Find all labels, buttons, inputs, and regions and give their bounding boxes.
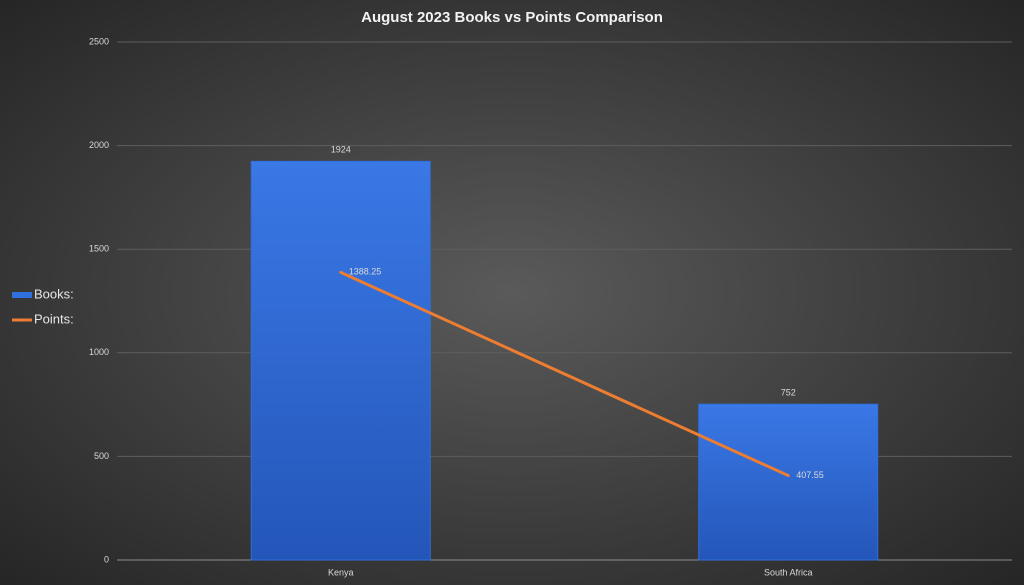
line-value-label: 1388.25 (349, 267, 382, 277)
y-tick-label: 2000 (89, 140, 109, 150)
legend-label: Points: (34, 311, 74, 326)
x-tick-label: South Africa (764, 567, 813, 577)
y-tick-label: 2500 (89, 36, 109, 46)
y-tick-label: 1500 (89, 244, 109, 254)
bar (698, 403, 879, 561)
y-tick-label: 1000 (89, 347, 109, 357)
line (339, 270, 790, 478)
line-value-label: 407.55 (796, 470, 824, 480)
bar-value-label: 752 (781, 388, 796, 398)
chart-title: August 2023 Books vs Points Comparison (361, 9, 663, 26)
bar-value-label: 1924 (331, 145, 351, 155)
legend-label: Books: (34, 286, 74, 301)
bar (250, 160, 431, 561)
x-tick-label: Kenya (328, 567, 354, 577)
legend-swatch (12, 292, 32, 298)
y-tick-label: 500 (94, 451, 109, 461)
y-tick-label: 0 (104, 554, 109, 564)
